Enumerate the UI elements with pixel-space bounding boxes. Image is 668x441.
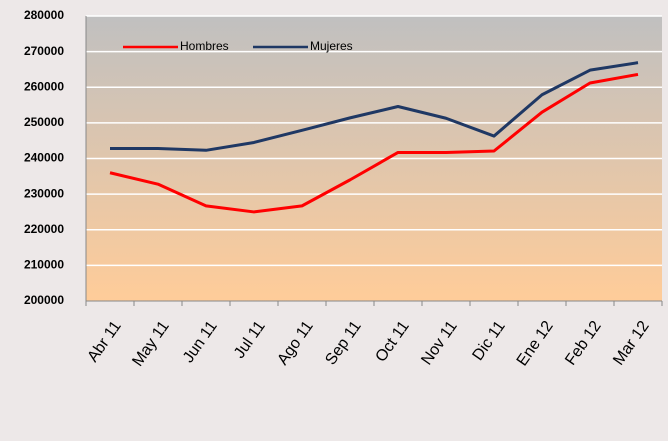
y-tick-label: 250000: [24, 115, 64, 129]
y-tick-label: 220000: [24, 222, 64, 236]
y-tick-label: 260000: [24, 79, 64, 93]
legend-label: Mujeres: [310, 39, 353, 53]
y-tick-label: 200000: [24, 293, 64, 307]
y-tick-label: 270000: [24, 44, 64, 58]
series-line: [109, 72, 639, 214]
y-tick-label: 230000: [24, 186, 64, 200]
series-line: [110, 61, 639, 152]
y-tick-label: 280000: [24, 8, 64, 22]
legend-label: Hombres: [180, 39, 229, 53]
y-tick-label: 210000: [24, 258, 64, 272]
y-tick-label: 240000: [24, 151, 64, 165]
